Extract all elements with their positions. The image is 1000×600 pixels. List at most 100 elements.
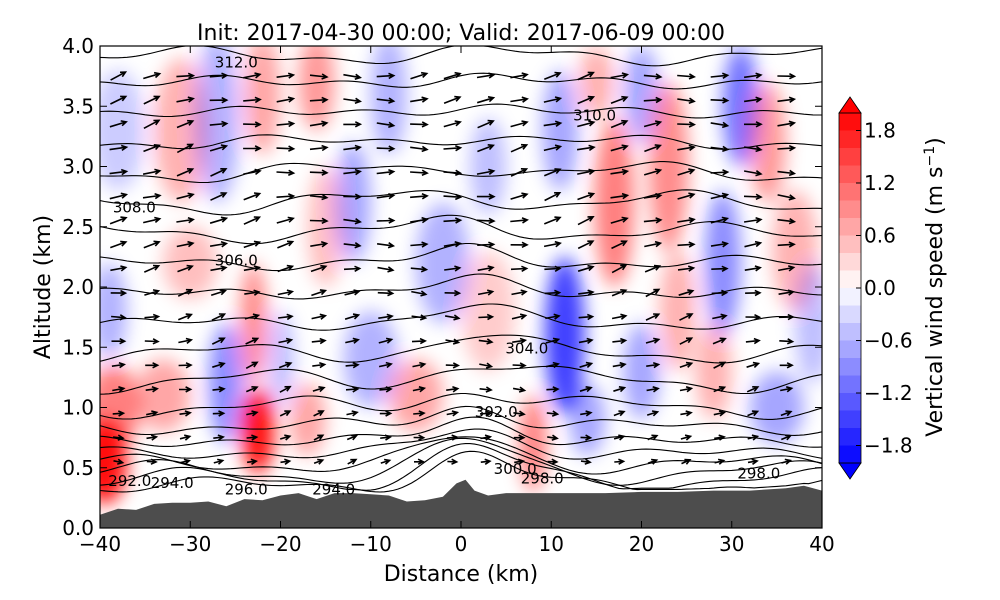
wind-arrow bbox=[313, 434, 325, 441]
wind-arrow bbox=[578, 337, 594, 345]
wind-speed-cell bbox=[695, 323, 732, 420]
wind-arrow bbox=[110, 240, 128, 249]
wind-arrow bbox=[645, 288, 661, 298]
wind-arrow bbox=[379, 410, 393, 417]
wind-arrow bbox=[176, 168, 195, 177]
wind-arrow bbox=[277, 264, 295, 273]
wind-arrow bbox=[109, 120, 128, 128]
x-tick-label: 20 bbox=[629, 532, 654, 556]
wind-arrow bbox=[213, 434, 225, 441]
wind-arrow bbox=[444, 314, 461, 321]
wind-arrow bbox=[576, 144, 596, 152]
wind-arrow bbox=[312, 386, 326, 393]
wind-arrow bbox=[309, 169, 329, 176]
wind-arrow bbox=[109, 216, 128, 225]
colorbar-band bbox=[839, 130, 861, 149]
wind-arrow bbox=[477, 119, 495, 129]
wind-arrow bbox=[312, 361, 327, 369]
wind-arrow bbox=[480, 434, 493, 441]
wind-arrow bbox=[245, 337, 260, 345]
wind-arrow bbox=[613, 410, 626, 417]
wind-arrow bbox=[777, 169, 797, 177]
wind-arrow bbox=[476, 168, 496, 175]
wind-arrow bbox=[145, 362, 160, 369]
colorbar-tick-label: −0.6 bbox=[864, 329, 913, 353]
wind-arrow bbox=[243, 240, 262, 249]
y-tick-label: 0.5 bbox=[62, 456, 94, 480]
wind-arrow bbox=[713, 361, 727, 369]
wind-arrow bbox=[443, 95, 462, 105]
wind-arrow bbox=[543, 216, 562, 225]
wind-arrow bbox=[243, 145, 262, 152]
wind-arrow bbox=[209, 216, 229, 224]
wind-arrow bbox=[143, 71, 162, 80]
wind-arrow bbox=[544, 192, 562, 202]
theta-contour bbox=[100, 214, 822, 245]
wind-arrow bbox=[343, 168, 362, 176]
wind-arrow bbox=[645, 313, 661, 321]
wind-arrow bbox=[610, 216, 629, 224]
wind-arrow bbox=[747, 458, 759, 465]
wind-arrow bbox=[547, 458, 559, 465]
wind-arrow bbox=[777, 218, 797, 225]
theta-contour bbox=[100, 428, 822, 460]
wind-arrow bbox=[611, 313, 628, 320]
colorbar-tick-label: −1.8 bbox=[864, 434, 913, 458]
wind-arrow bbox=[376, 121, 396, 129]
wind-arrow bbox=[276, 193, 296, 200]
wind-arrow bbox=[446, 410, 460, 417]
wind-arrow bbox=[544, 71, 562, 81]
wind-arrow bbox=[379, 386, 393, 393]
wind-arrow bbox=[479, 362, 494, 369]
wind-arrow bbox=[378, 337, 394, 344]
potential-temperature-contours bbox=[100, 46, 822, 493]
wind-arrow bbox=[510, 96, 529, 103]
contour-label: 298.0 bbox=[737, 465, 780, 483]
wind-arrow bbox=[376, 192, 396, 200]
contour-label: 292.0 bbox=[108, 472, 151, 490]
contour-label: 302.0 bbox=[475, 403, 518, 421]
wind-arrow bbox=[743, 96, 763, 103]
x-tick-label: −10 bbox=[350, 532, 392, 556]
wind-arrow bbox=[777, 96, 797, 103]
wind-arrow bbox=[376, 168, 396, 176]
wind-arrow bbox=[477, 265, 495, 272]
wind-arrow bbox=[543, 120, 563, 127]
y-tick-label: 3.0 bbox=[62, 155, 94, 179]
wind-arrow bbox=[279, 410, 292, 417]
wind-arrow bbox=[178, 386, 193, 393]
wind-arrow bbox=[142, 168, 162, 175]
wind-arrow bbox=[643, 120, 663, 128]
contour-label: 308.0 bbox=[113, 198, 156, 216]
colorbar-band bbox=[839, 200, 861, 219]
y-tick-label: 2.0 bbox=[62, 275, 94, 299]
wind-arrow bbox=[210, 265, 228, 272]
y-tick-label: 0.0 bbox=[62, 516, 94, 540]
colorbar-band bbox=[839, 270, 861, 289]
wind-arrow bbox=[779, 338, 795, 345]
colorbar-extend-bottom bbox=[838, 462, 862, 480]
wind-arrow bbox=[712, 313, 728, 320]
wind-arrow bbox=[714, 458, 726, 465]
wind-arrow bbox=[644, 144, 662, 153]
wind-arrow bbox=[510, 120, 529, 128]
wind-arrow bbox=[410, 145, 429, 153]
wind-arrow bbox=[178, 337, 194, 345]
wind-arrow bbox=[710, 192, 730, 200]
wind-arrow bbox=[143, 264, 161, 273]
wind-arrow bbox=[278, 361, 293, 369]
theta-contour bbox=[100, 103, 822, 119]
wind-speed-cell bbox=[289, 383, 326, 456]
colorbar-tick-label: 0.0 bbox=[864, 276, 896, 300]
wind-arrow bbox=[209, 144, 229, 152]
wind-arrow bbox=[679, 361, 694, 369]
wind-arrow bbox=[380, 458, 392, 465]
wind-arrow bbox=[243, 265, 262, 272]
wind-arrow bbox=[610, 168, 630, 176]
y-tick-label: 1.5 bbox=[62, 335, 94, 359]
wind-arrow bbox=[677, 73, 696, 80]
wind-arrow bbox=[277, 240, 295, 249]
wind-arrow bbox=[210, 192, 228, 201]
wind-arrow bbox=[647, 434, 659, 441]
wind-arrow bbox=[346, 434, 359, 441]
